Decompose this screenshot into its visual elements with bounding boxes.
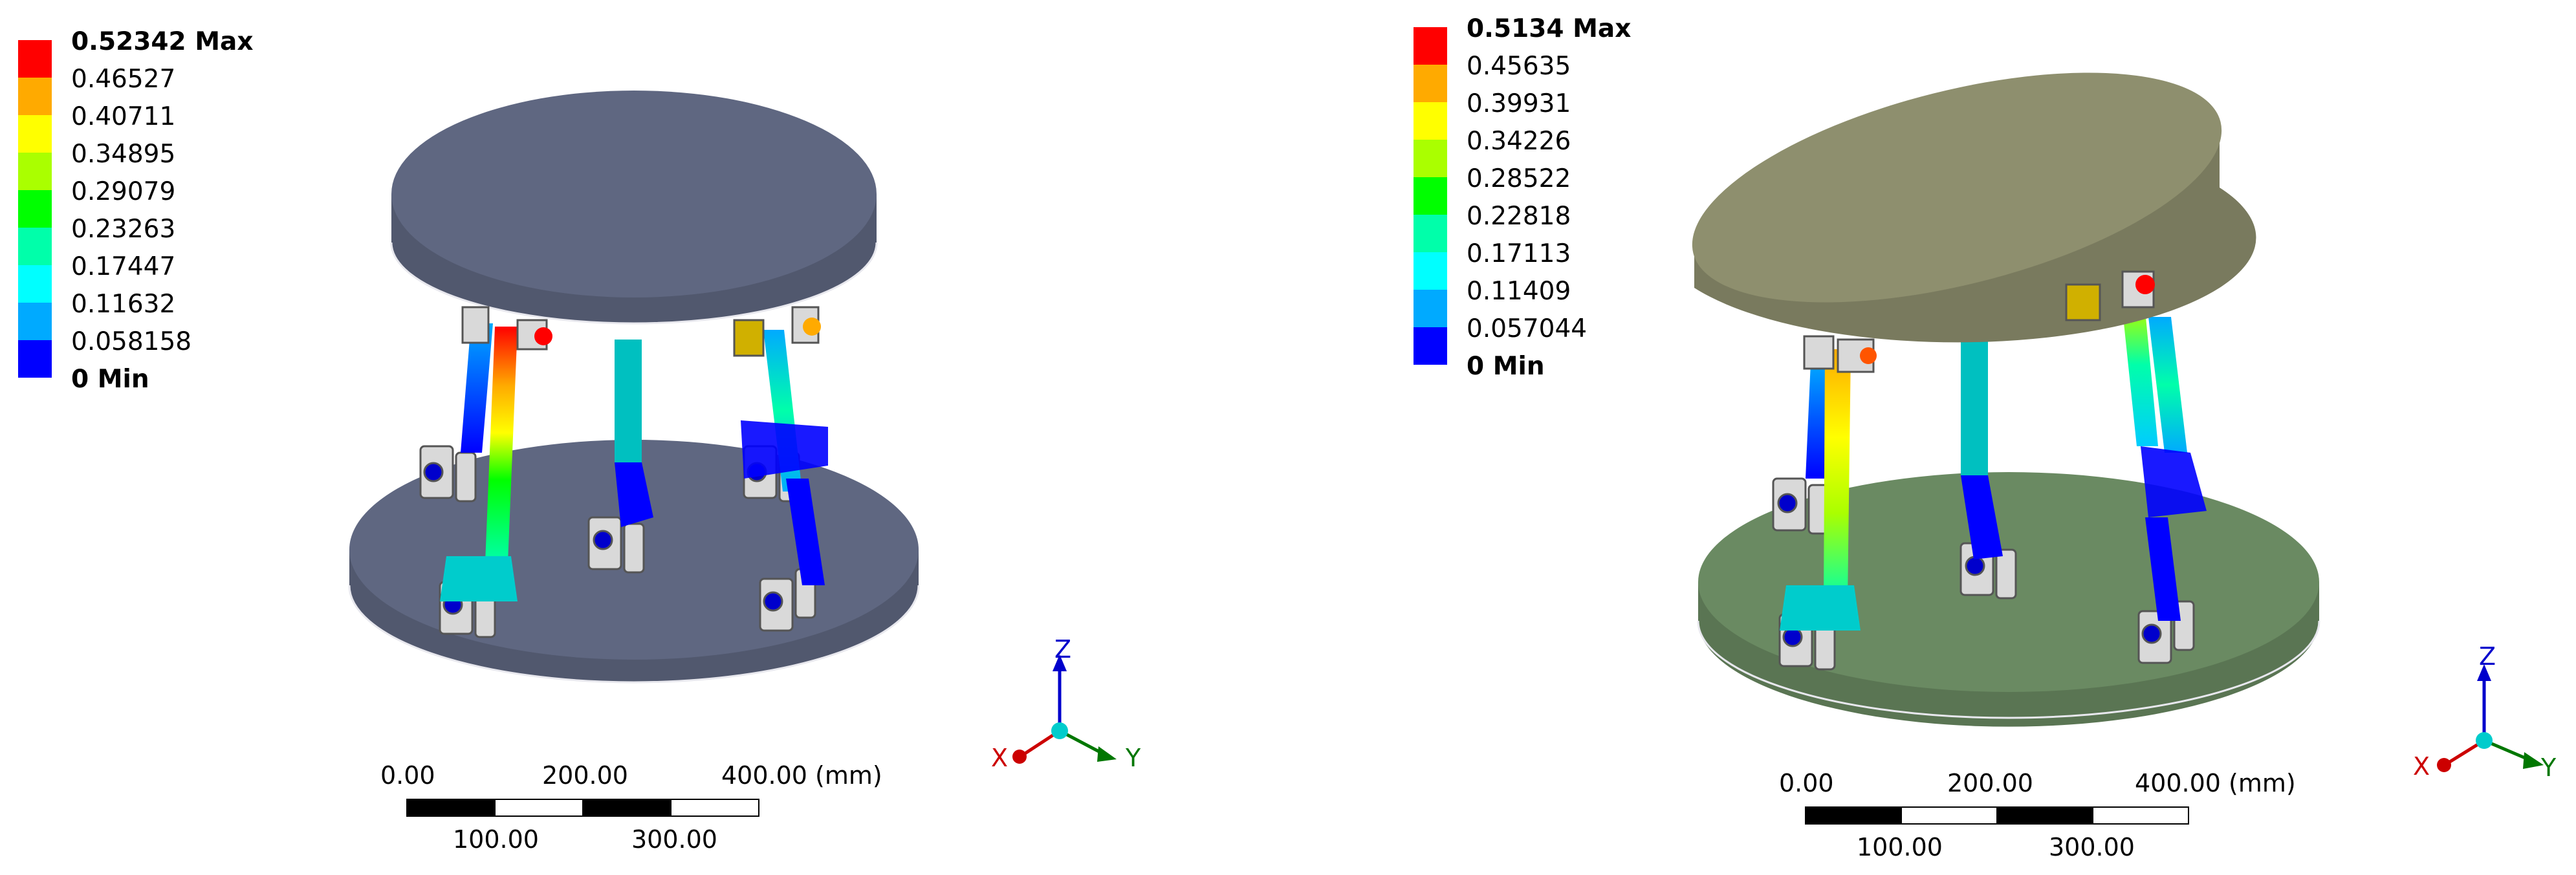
axis-label-x: X	[2413, 752, 2430, 781]
scale-tick-label: 100.00	[1857, 833, 1943, 861]
legend-level-label: 0.45635	[1467, 52, 1571, 81]
scale-tick-label: 400.00 (mm)	[721, 761, 882, 790]
contour-legend: 0.52342 Max 0.46527 0.40711 0.34895 0.29…	[18, 29, 290, 402]
legend-level-label: 0.22818	[1467, 202, 1571, 231]
scale-tick-label: 100.00	[453, 825, 539, 854]
axis-label-y: Y	[2541, 753, 2557, 782]
legend-level-label: 0.34226	[1467, 127, 1571, 156]
scale-tick-label: 300.00	[631, 825, 717, 854]
legend-swatch	[18, 228, 52, 265]
legend-level-label: 0.057044	[1467, 314, 1588, 343]
scale-tick-label: 300.00	[2049, 833, 2135, 861]
legend-swatch	[18, 303, 52, 340]
scale-segment	[1996, 806, 2093, 825]
legend-level-label: 0.11409	[1467, 277, 1571, 306]
scale-tick-label: 200.00	[542, 761, 628, 790]
scale-segment	[2092, 806, 2189, 825]
legend-level-label: 0.46527	[71, 65, 176, 94]
legend-min-label: 0 Min	[71, 365, 149, 394]
scale-bar: 0.00 200.00 400.00 (mm) 100.00 300.00	[1779, 769, 2296, 874]
legend-swatch	[1414, 27, 1447, 65]
axis-triad: Z X Y	[990, 635, 1152, 783]
scale-tick-label: 0.00	[380, 761, 435, 790]
scale-tick-label: 400.00 (mm)	[2135, 769, 2296, 797]
axis-triad: Z X Y	[2407, 637, 2568, 792]
result-view-right: 0.5134 Max 0.45635 0.39931 0.34226 0.285…	[1288, 0, 2576, 875]
top-platform	[1692, 72, 2256, 343]
top-joints	[1803, 270, 2155, 373]
legend-swatch	[1414, 327, 1447, 365]
legend-swatch	[1414, 177, 1447, 215]
scale-segment	[1901, 806, 1998, 825]
actuator-legs	[1780, 310, 2207, 631]
legend-swatch	[18, 153, 52, 190]
base-brackets	[1772, 477, 2195, 671]
triad-arrows	[1012, 654, 1117, 764]
axis-label-y: Y	[1126, 744, 1141, 772]
legend-min-label: 0 Min	[1467, 352, 1545, 381]
result-view-left: 0.52342 Max 0.46527 0.40711 0.34895 0.29…	[0, 0, 1288, 875]
legend-level-label: 0.29079	[71, 177, 176, 206]
axis-label-x: X	[991, 744, 1009, 772]
legend-level-label: 0.34895	[71, 140, 176, 169]
scale-tick-label: 200.00	[1947, 769, 2033, 797]
legend-level-label: 0.40711	[71, 102, 176, 131]
legend-swatch	[18, 340, 52, 378]
legend-max-label: 0.5134 Max	[1467, 14, 1632, 43]
legend-swatch	[18, 78, 52, 115]
legend-max-label: 0.52342 Max	[71, 27, 254, 56]
triad-arrows	[2437, 664, 2544, 772]
hexapod-model[interactable]	[1288, 0, 2576, 875]
legend-swatch	[1414, 65, 1447, 102]
scale-segment	[406, 799, 496, 817]
top-joints	[461, 306, 821, 357]
legend-level-label: 0.058158	[71, 327, 192, 356]
legend-swatch	[18, 40, 52, 78]
legend-swatch	[18, 190, 52, 228]
legend-swatch	[1414, 140, 1447, 177]
hexapod-model[interactable]	[0, 0, 1288, 875]
top-platform	[390, 91, 878, 325]
scale-segment	[1805, 806, 1902, 825]
scale-segment	[494, 799, 584, 817]
legend-swatch	[1414, 215, 1447, 252]
legend-swatch	[1414, 102, 1447, 140]
contour-legend: 0.5134 Max 0.45635 0.39931 0.34226 0.285…	[1414, 16, 1685, 389]
legend-swatch	[18, 115, 52, 153]
scale-segment	[582, 799, 671, 817]
legend-level-label: 0.23263	[71, 215, 176, 244]
legend-level-label: 0.17113	[1467, 239, 1571, 268]
axis-label-z: Z	[1054, 635, 1072, 664]
scale-segment	[670, 799, 759, 817]
actuator-legs	[440, 323, 828, 601]
legend-level-label: 0.28522	[1467, 164, 1571, 193]
legend-level-label: 0.39931	[1467, 89, 1571, 118]
scale-bar: 0.00 200.00 400.00 (mm) 100.00 300.00	[380, 761, 882, 867]
legend-level-label: 0.17447	[71, 252, 176, 281]
axis-label-z: Z	[2479, 642, 2496, 671]
legend-level-label: 0.11632	[71, 290, 176, 319]
legend-swatch	[1414, 290, 1447, 327]
legend-swatch	[18, 265, 52, 303]
legend-swatch	[1414, 252, 1447, 290]
scale-tick-label: 0.00	[1779, 769, 1834, 797]
